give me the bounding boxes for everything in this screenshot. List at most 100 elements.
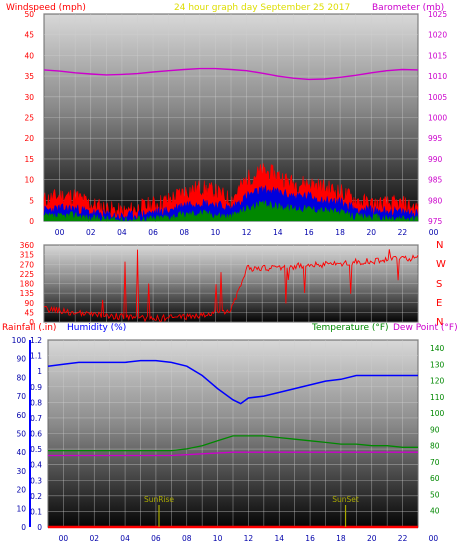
rain-tick-label: 1: [37, 367, 42, 376]
barometer-tick-label: 1005: [428, 93, 447, 102]
barometer-tick-label: 1015: [428, 51, 447, 60]
barometer-tick-label: 1025: [428, 10, 447, 19]
sunset-label: SunSet: [332, 495, 359, 504]
direction-tick-label: 0: [29, 318, 34, 327]
temperature-tick-label: 130: [430, 360, 445, 369]
direction-tick-label: 225: [20, 270, 35, 279]
humidity-tick-label: 60: [16, 411, 26, 420]
wind-tick-label: 20: [24, 134, 34, 143]
wind-tick-label: 40: [24, 51, 34, 60]
temp-x-tick-label: 10: [213, 534, 223, 543]
direction-tick-label: 360: [20, 241, 35, 250]
graph-title: 24 hour graph day September 25 2017: [174, 3, 350, 13]
temp-x-tick-label: 22: [398, 534, 408, 543]
humidity-tick-label: 100: [12, 336, 27, 345]
direction-tick-label: 270: [20, 260, 35, 269]
humidity-line: [47, 359, 418, 405]
temperature-tick-label: 50: [430, 490, 440, 499]
rain-tick-label: 0.7: [30, 414, 42, 423]
humidity-tick-label: 10: [16, 504, 26, 513]
humidity-tick-label: 90: [16, 355, 26, 364]
rain-tick-label: 0.6: [30, 430, 42, 439]
temperature-tick-label: 120: [430, 377, 445, 386]
barometer-tick-label: 1020: [428, 31, 447, 40]
temperature-tick-label: 80: [430, 442, 440, 451]
wind-x-tick-label: 16: [304, 228, 314, 237]
wind-tick-label: 30: [24, 93, 34, 102]
wind-x-tick-label: 00: [429, 228, 439, 237]
wind-x-tick-label: 14: [273, 228, 283, 237]
rain-tick-label: 0.8: [30, 398, 42, 407]
direction-tick-label: 90: [24, 299, 34, 308]
humidity-tick-label: 80: [16, 373, 26, 382]
wind-x-tick-label: 12: [242, 228, 252, 237]
direction-tick-label: 180: [20, 280, 35, 289]
temp-x-tick-label: 18: [336, 534, 346, 543]
dewpoint-axis-title: Dew Point (°F): [393, 323, 458, 333]
compass-east: E: [436, 298, 442, 309]
direction-tick-label: 45: [24, 308, 34, 317]
compass-north-bottom: N: [436, 317, 443, 328]
temperature-tick-label: 100: [430, 409, 445, 418]
wind-tick-label: 0: [29, 217, 34, 226]
rain-tick-label: 0.2: [30, 492, 42, 501]
humidity-tick-label: 0: [21, 523, 26, 532]
wind-tick-label: 10: [24, 176, 34, 185]
rain-tick-label: 0.1: [30, 507, 42, 516]
direction-tick-label: 315: [20, 251, 35, 260]
wind-x-tick-label: 22: [398, 228, 408, 237]
wind-tick-label: 25: [24, 114, 34, 123]
humidity-tick-label: 20: [16, 486, 26, 495]
rain-axis-title: Rainfall (.in): [2, 323, 56, 333]
temp-x-tick-label: 04: [120, 534, 130, 543]
barometer-tick-label: 1000: [428, 114, 447, 123]
dewpoint-line: [48, 451, 418, 457]
wind-x-tick-label: 00: [55, 228, 65, 237]
barometer-tick-label: 1010: [428, 72, 447, 81]
temp-x-tick-label: 02: [89, 534, 99, 543]
barometer-tick-label: 990: [428, 155, 443, 164]
wind-x-tick-label: 18: [335, 228, 345, 237]
temperature-tick-label: 90: [430, 425, 440, 434]
humidity-tick-label: 30: [16, 467, 26, 476]
humidity-tick-label: 50: [16, 430, 26, 439]
barometer-tick-label: 980: [428, 196, 443, 205]
temperature-tick-label: 70: [430, 458, 440, 467]
humidity-tick-label: 70: [16, 392, 26, 401]
rain-tick-label: 0.4: [30, 461, 42, 470]
barometer-line: [43, 67, 419, 81]
wind-tick-label: 50: [24, 10, 34, 19]
wind-x-tick-label: 20: [366, 228, 376, 237]
compass-north-top: N: [436, 240, 443, 251]
wind-minimum-area: [43, 199, 419, 223]
temp-x-tick-label: 14: [274, 534, 284, 543]
wind-axis-title: Windspeed (mph): [6, 3, 86, 13]
compass-south: S: [436, 279, 442, 290]
temp-x-tick-label: 00: [59, 534, 69, 543]
wind-x-tick-label: 08: [179, 228, 189, 237]
barometer-axis-title: Barometer (mb): [372, 3, 444, 13]
wind-tick-label: 15: [24, 155, 34, 164]
rain-tick-label: 0.5: [30, 445, 42, 454]
temp-x-tick-label: 06: [151, 534, 161, 543]
temp-x-tick-label: 12: [244, 534, 254, 543]
temperature-line: [48, 435, 418, 452]
compass-west: W: [436, 259, 446, 270]
wind-tick-label: 5: [29, 196, 34, 205]
temp-x-tick-label: 08: [182, 534, 192, 543]
direction-tick-label: 135: [20, 289, 35, 298]
rain-tick-label: 1.1: [30, 352, 42, 361]
barometer-tick-label: 985: [428, 176, 443, 185]
temperature-tick-label: 60: [430, 474, 440, 483]
rain-tick-label: 0: [37, 523, 42, 532]
barometer-tick-label: 995: [428, 134, 443, 143]
temp-x-tick-label: 16: [305, 534, 315, 543]
temperature-tick-label: 140: [430, 344, 445, 353]
temperature-tick-label: 110: [430, 393, 445, 402]
rain-tick-label: 0.9: [30, 383, 42, 392]
humidity-axis-title: Humidity (%): [67, 323, 126, 333]
temperature-tick-label: 40: [430, 507, 440, 516]
sunrise-label: SunRise: [144, 495, 174, 504]
